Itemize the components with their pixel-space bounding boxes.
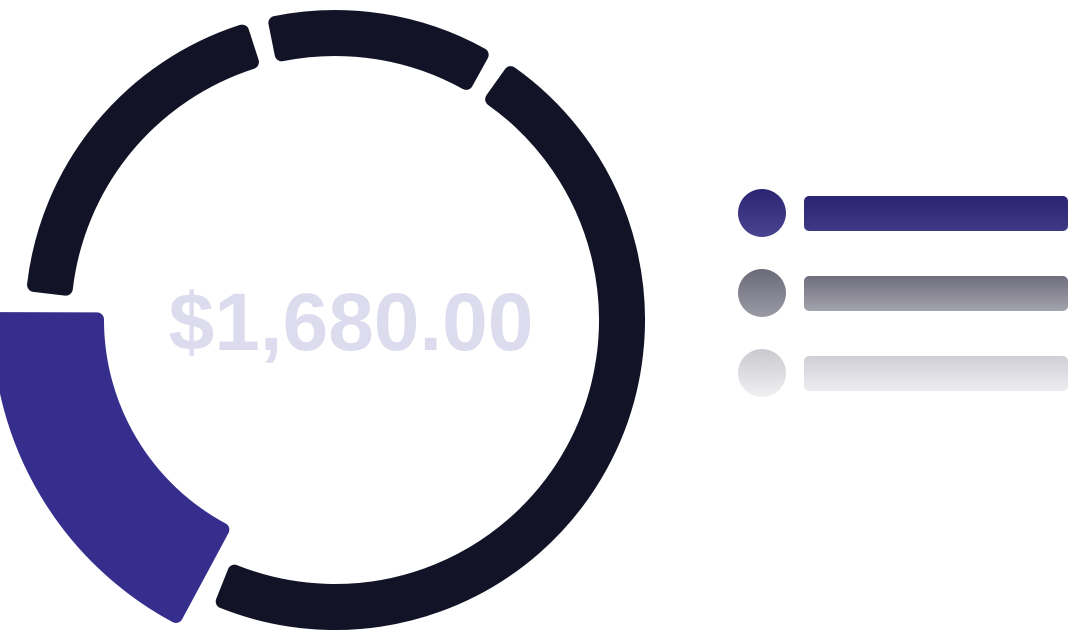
legend-swatch-2 bbox=[738, 269, 786, 317]
donut-slice-2 bbox=[27, 24, 259, 296]
center-total-label: $1,680.00 bbox=[169, 277, 534, 368]
legend-item-2 bbox=[738, 269, 1068, 349]
legend-label-placeholder-2 bbox=[804, 276, 1068, 311]
legend-label-placeholder-1 bbox=[804, 196, 1068, 231]
legend-item-3 bbox=[738, 349, 1068, 429]
legend-label-placeholder-3 bbox=[804, 356, 1068, 391]
legend-item-1 bbox=[738, 189, 1068, 269]
legend-swatch-1 bbox=[738, 189, 786, 237]
donut-slices bbox=[0, 10, 645, 630]
donut-slice-4 bbox=[215, 66, 645, 630]
chart-legend bbox=[738, 189, 1068, 429]
legend-swatch-3 bbox=[738, 349, 786, 397]
donut-slice-1 bbox=[0, 312, 230, 623]
donut-slice-3 bbox=[268, 10, 489, 90]
donut-chart: $1,680.00 bbox=[0, 10, 645, 630]
